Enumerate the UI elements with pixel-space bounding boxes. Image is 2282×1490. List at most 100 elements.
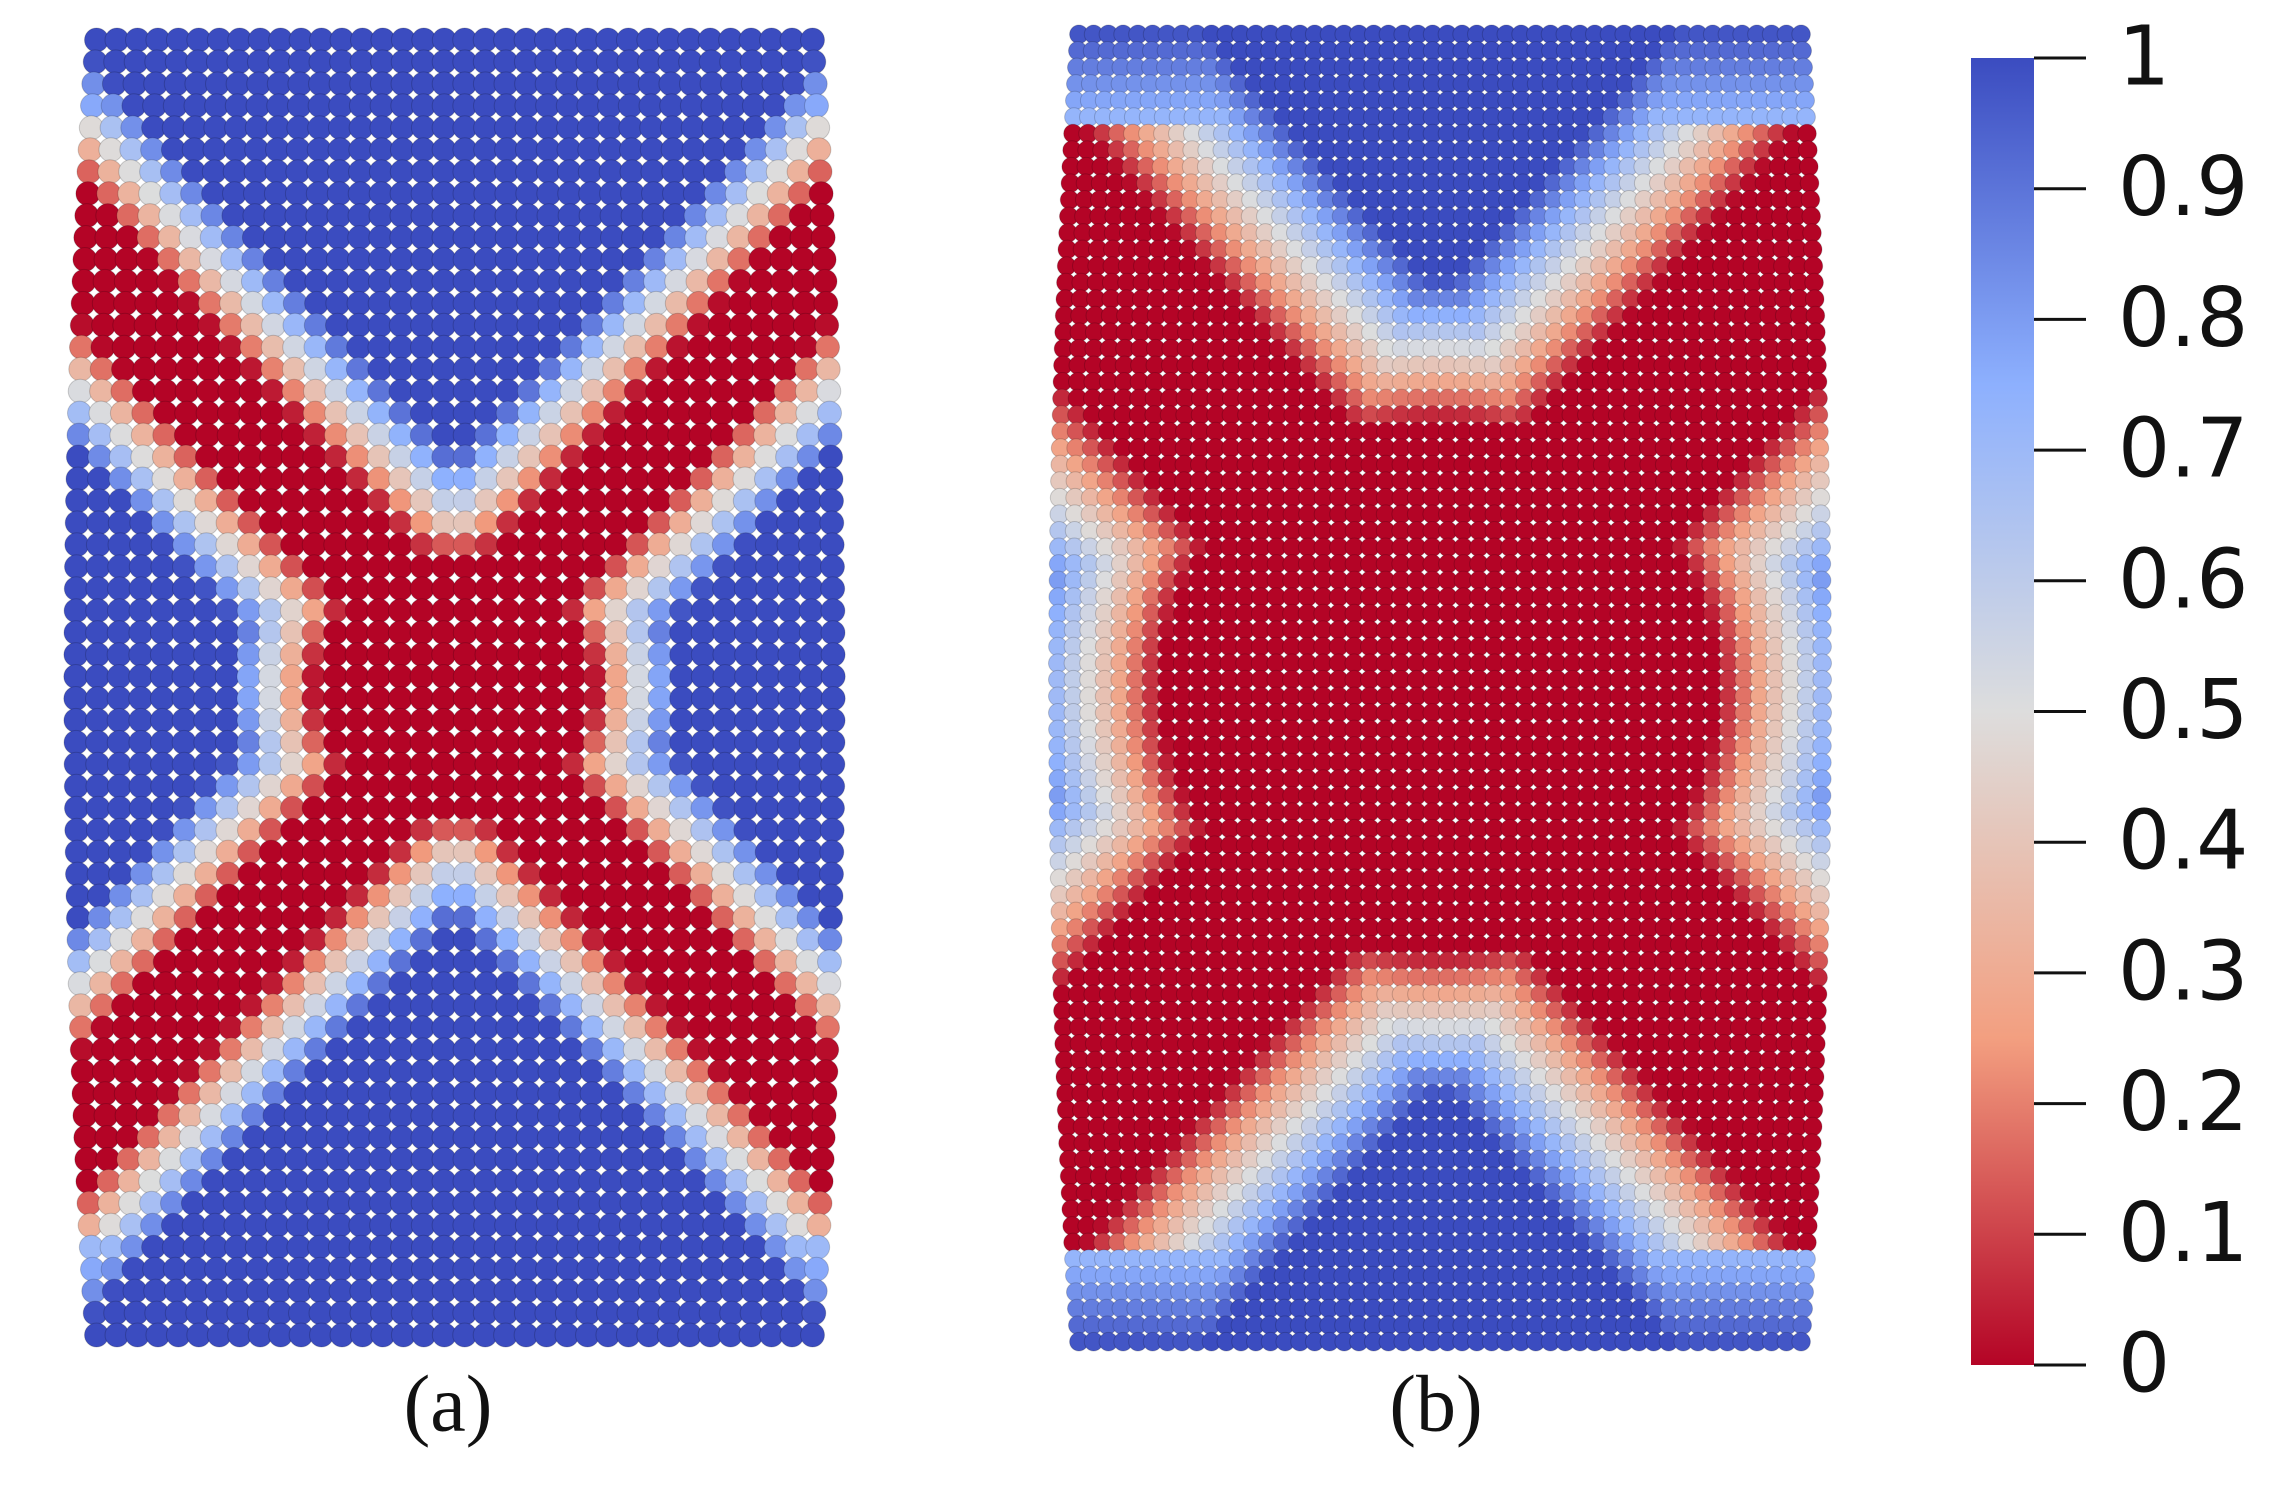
particle [1792,41,1812,61]
particle [87,883,112,909]
particle [305,225,331,250]
particle [1809,421,1829,442]
particle [712,576,738,602]
particle [804,93,829,119]
particle [669,729,695,755]
particle [644,312,669,338]
particle [729,334,755,360]
particle [751,356,777,382]
particle [558,1059,584,1085]
particle [773,378,799,404]
particle [218,1015,244,1041]
particle [367,1037,393,1063]
particle [580,356,606,382]
particle [258,510,284,536]
particle [452,971,478,997]
particle [801,1300,827,1326]
particle [410,1146,436,1172]
particle [130,466,155,492]
particle [560,905,586,931]
particle [108,444,134,470]
particle [431,247,457,272]
particle [410,334,435,360]
particle [621,1125,647,1150]
particle [431,664,457,689]
particle [539,707,565,733]
particle [557,181,583,207]
particle [431,686,457,711]
particle [516,1015,542,1041]
particle [85,620,111,646]
particle [624,949,650,975]
particle [604,642,630,668]
particle [153,971,179,997]
particle [733,598,759,624]
particle [106,598,132,624]
particle [622,268,647,294]
particle [324,949,350,975]
particle [63,598,89,624]
particle [107,532,133,558]
particle [473,1190,499,1216]
particle [688,378,713,404]
particle [560,510,586,536]
particle [179,203,205,229]
particle [560,839,586,865]
particle [668,795,694,821]
particle [150,554,176,580]
particle [193,642,219,668]
particle [345,422,371,448]
particle [734,707,760,733]
particle [790,1103,816,1128]
particle [494,1125,520,1150]
particle [108,905,134,931]
particle [601,312,627,338]
particle [603,444,629,470]
particle [152,949,178,975]
particle [560,444,586,470]
particle [517,839,543,865]
particle [388,817,413,843]
particle [752,378,778,404]
particle [74,1146,100,1172]
particle [712,554,737,580]
particle [623,971,649,997]
particle [730,378,756,404]
particle [1810,471,1830,491]
particle [559,993,585,1019]
particle [367,949,392,975]
particle [258,554,284,580]
particle [93,247,119,272]
particle [176,290,202,316]
particle [89,993,115,1019]
particle [85,795,111,821]
particle [706,247,731,272]
particle [110,971,136,997]
particle [669,598,694,624]
particle [280,488,306,514]
particle [559,400,585,426]
particle [85,576,111,602]
particle [809,1146,835,1172]
particle [646,444,672,470]
particle [624,422,650,448]
particle [431,839,457,865]
particle [647,576,673,602]
particle [431,1125,457,1150]
particle [625,817,651,843]
particle [155,290,181,316]
particle [604,773,630,799]
particle [474,883,500,909]
particle [689,466,715,492]
particle [171,620,197,646]
particle [304,247,330,272]
particle [176,1059,202,1085]
particle [688,971,713,997]
particle [193,795,219,821]
particle [579,1059,605,1085]
particle [474,532,500,558]
particle [474,642,500,668]
particle [494,225,520,250]
particle [87,466,112,492]
particle [85,664,110,689]
